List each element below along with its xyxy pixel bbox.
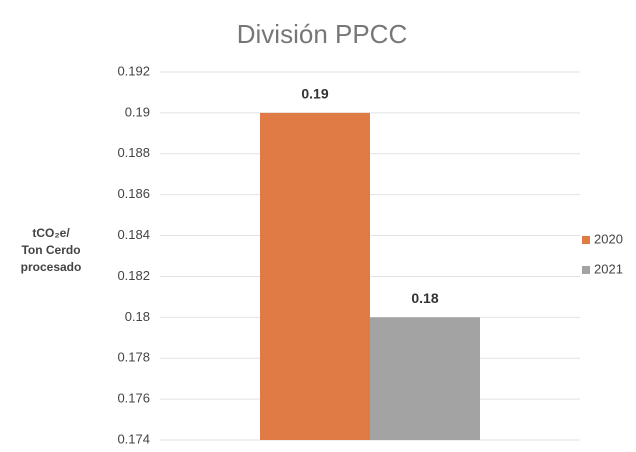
legend-label: 2020: [594, 231, 623, 246]
y-tick-label: 0.178: [117, 350, 150, 365]
y-tick-label: 0.188: [117, 145, 150, 160]
y-tick-label: 0.184: [117, 227, 150, 242]
legend-label: 2021: [594, 261, 623, 276]
y-tick-label: 0.186: [117, 186, 150, 201]
y-tick-label: 0.182: [117, 268, 150, 283]
chart-title: División PPCC: [237, 19, 408, 49]
bar: [260, 112, 370, 440]
y-tick-label: 0.19: [125, 104, 150, 119]
bar: [370, 317, 480, 440]
legend-swatch: [582, 236, 590, 244]
data-label: 0.19: [301, 86, 328, 102]
y-axis-label: tCO₂e/ Ton Cerdo procesado: [20, 226, 82, 274]
y-tick-label: 0.192: [117, 63, 150, 78]
y-tick-label: 0.174: [117, 431, 150, 446]
legend-swatch: [582, 266, 590, 274]
y-tick-label: 0.176: [117, 391, 150, 406]
data-label: 0.18: [411, 290, 438, 306]
y-tick-label: 0.18: [125, 309, 150, 324]
